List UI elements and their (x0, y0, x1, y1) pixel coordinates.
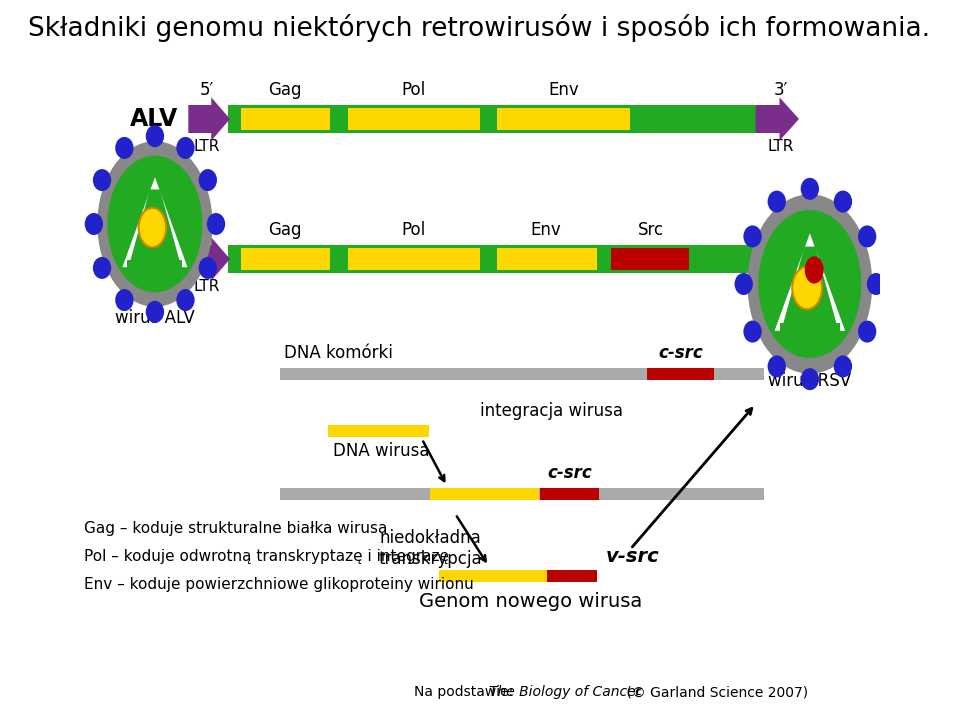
Bar (348, 108, 480, 130)
Bar (780, 323, 840, 332)
Bar (497, 248, 597, 270)
Ellipse shape (759, 210, 861, 358)
Circle shape (858, 226, 877, 248)
Text: Env: Env (549, 81, 579, 99)
Text: Env – koduje powierzchniowe glikoproteiny wirionu: Env – koduje powierzchniowe glikoprotein… (84, 578, 474, 593)
Polygon shape (782, 246, 838, 329)
Bar (348, 248, 480, 270)
Text: c-src: c-src (658, 344, 703, 362)
Circle shape (115, 289, 133, 311)
Text: c-src: c-src (548, 464, 592, 482)
Circle shape (767, 356, 786, 378)
Bar (329, 425, 429, 437)
Text: Env: Env (531, 221, 562, 239)
Ellipse shape (747, 194, 873, 373)
Text: Gag – koduje strukturalne białka wirusa: Gag – koduje strukturalne białka wirusa (84, 521, 387, 536)
Text: Pol: Pol (402, 221, 426, 239)
Circle shape (199, 169, 217, 191)
Text: Gag: Gag (269, 81, 302, 99)
Circle shape (93, 257, 111, 279)
Text: integracja wirusa: integracja wirusa (480, 402, 623, 420)
Bar (241, 108, 330, 130)
Bar (497, 108, 630, 130)
Circle shape (833, 356, 853, 378)
Text: 3′: 3′ (774, 81, 788, 99)
Text: 3′: 3′ (782, 221, 796, 239)
Text: Gag: Gag (269, 221, 302, 239)
Circle shape (767, 191, 786, 213)
Text: The Biology of Cancer: The Biology of Cancer (489, 685, 641, 699)
Circle shape (743, 226, 761, 248)
Text: DNA wirusa: DNA wirusa (333, 442, 429, 460)
Circle shape (801, 368, 819, 390)
Text: 5′: 5′ (199, 81, 214, 99)
Circle shape (743, 321, 761, 343)
Circle shape (84, 213, 103, 235)
Text: LTR: LTR (767, 139, 794, 154)
FancyArrow shape (764, 237, 807, 281)
Bar (438, 570, 547, 582)
Circle shape (146, 301, 164, 323)
Bar (431, 488, 539, 500)
Circle shape (93, 169, 111, 191)
Text: wirus ALV: wirus ALV (115, 309, 195, 327)
Polygon shape (129, 189, 181, 266)
Text: wirus RSV: wirus RSV (768, 372, 852, 390)
Ellipse shape (139, 208, 166, 247)
Circle shape (199, 257, 217, 279)
Text: Pol: Pol (402, 81, 426, 99)
Text: (© Garland Science 2007): (© Garland Science 2007) (622, 685, 808, 699)
Text: Pol – koduje odwrotną transkryptazę i integrazę: Pol – koduje odwrotną transkryptazę i in… (84, 550, 449, 565)
Text: LTR: LTR (776, 279, 802, 294)
Text: v-src: v-src (605, 547, 659, 566)
Text: niedokładna
transkrypcja: niedokładna transkrypcja (379, 529, 482, 568)
Circle shape (176, 137, 195, 159)
Bar (241, 248, 330, 270)
Bar (280, 488, 764, 500)
Circle shape (735, 273, 753, 295)
FancyArrow shape (188, 97, 230, 141)
FancyArrow shape (756, 97, 799, 141)
Bar (228, 245, 764, 273)
Bar (280, 368, 764, 380)
Text: Src: Src (638, 221, 664, 239)
Text: 5′: 5′ (199, 221, 214, 239)
Polygon shape (775, 233, 845, 331)
Ellipse shape (107, 156, 202, 293)
Bar (128, 260, 182, 268)
FancyArrow shape (188, 237, 230, 281)
Circle shape (858, 321, 877, 343)
Bar (647, 368, 713, 380)
Text: Genom nowego wirusa: Genom nowego wirusa (419, 592, 642, 611)
Circle shape (801, 178, 819, 200)
Text: Na podstawie:: Na podstawie: (413, 685, 526, 699)
Ellipse shape (792, 266, 822, 309)
Text: DNA komórki: DNA komórki (284, 344, 393, 362)
Ellipse shape (98, 141, 213, 307)
Ellipse shape (805, 256, 824, 283)
Circle shape (176, 289, 195, 311)
Text: Składniki genomu niektórych retrowirusów i sposób ich formowania.: Składniki genomu niektórych retrowirusów… (29, 14, 930, 42)
Circle shape (115, 137, 133, 159)
Text: ALV: ALV (130, 107, 178, 131)
Circle shape (867, 273, 885, 295)
Bar (611, 248, 689, 270)
Polygon shape (123, 177, 187, 267)
Circle shape (207, 213, 225, 235)
Bar (540, 488, 598, 500)
Bar (228, 105, 756, 133)
Text: LTR: LTR (194, 139, 220, 154)
Text: RSV: RSV (125, 247, 178, 271)
Circle shape (146, 125, 164, 147)
Text: LTR: LTR (194, 279, 220, 294)
Circle shape (833, 191, 853, 213)
Bar (547, 570, 597, 582)
